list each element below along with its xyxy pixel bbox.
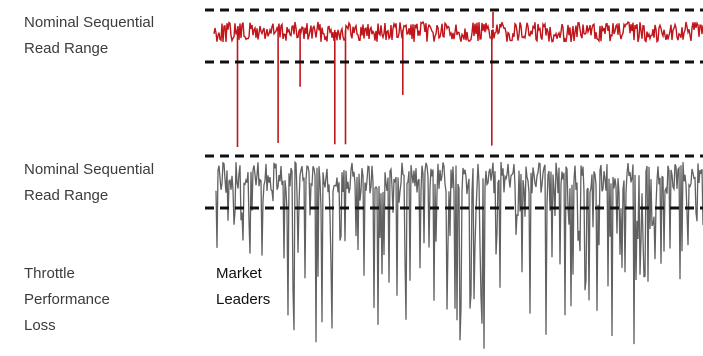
gray-trace-layer — [215, 160, 703, 349]
top-band-label: Nominal Sequential Read Range — [24, 10, 154, 62]
red-trace-layer — [213, 12, 703, 147]
throttle-label: Throttle Performance Loss — [24, 261, 110, 339]
throttle-label-line2: Performance — [24, 291, 110, 308]
market-leaders-label: Market Leaders — [216, 261, 270, 313]
top-band-label-line1: Nominal Sequential — [24, 14, 155, 31]
mid-band-label-line1: Nominal Sequential — [24, 161, 155, 178]
market-leaders-label-line1: Market — [216, 265, 262, 282]
top-band-label-line2: Read Range — [24, 40, 109, 57]
mid-band-label-line2: Read Range — [24, 187, 109, 204]
throttle-label-line1: Throttle — [24, 265, 75, 282]
gray-trace — [215, 160, 703, 349]
mid-band-label: Nominal Sequential Read Range — [24, 157, 154, 209]
red-trace — [213, 20, 703, 44]
throttle-label-line3: Loss — [24, 317, 56, 334]
band-lines — [205, 8, 703, 210]
market-leaders-label-line2: Leaders — [216, 291, 271, 308]
